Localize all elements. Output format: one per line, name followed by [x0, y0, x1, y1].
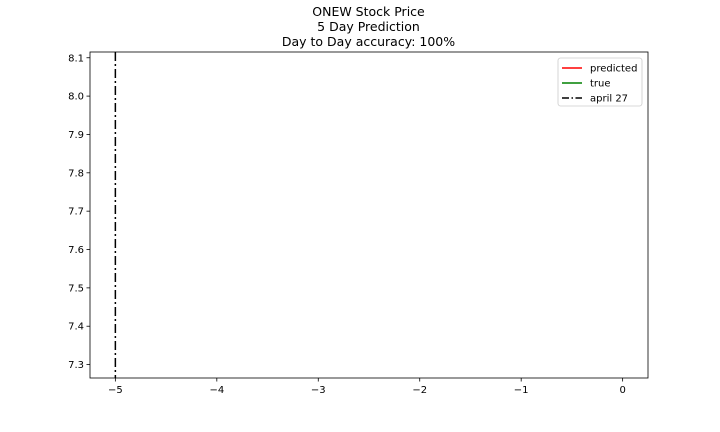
legend-box	[557, 57, 643, 107]
y-tick-label: 7.9	[68, 130, 84, 141]
y-tick-label: 8.0	[68, 92, 84, 103]
y-tick-label: 7.7	[68, 207, 84, 218]
y-tick-label: 7.6	[68, 245, 84, 256]
chart-title: ONEW Stock Price 5 Day Prediction Day to…	[282, 4, 455, 49]
x-tick-label: −5	[108, 385, 123, 396]
y-axis: 7.3 7.4 7.5 7.6 7.7 7.8 7.9 8.0 8.1	[68, 53, 90, 371]
title-line-2: 5 Day Prediction	[317, 19, 420, 34]
x-axis: −5 −4 −3 −2 −1 0	[108, 378, 626, 396]
x-tick-label: −1	[514, 385, 529, 396]
y-tick-label: 7.4	[68, 322, 84, 333]
title-line-3: Day to Day accuracy: 100%	[282, 34, 455, 49]
x-tick-label: 0	[619, 385, 625, 396]
y-tick-label: 7.8	[68, 168, 84, 179]
y-tick-label: 7.5	[68, 283, 84, 294]
legend: predicted true april 27	[557, 57, 643, 107]
legend-label: april 27	[590, 94, 628, 105]
legend-label: predicted	[590, 64, 637, 75]
x-tick-label: −3	[311, 385, 326, 396]
y-tick-label: 8.1	[68, 53, 84, 64]
title-line-1: ONEW Stock Price	[312, 4, 425, 19]
x-tick-label: −4	[209, 385, 224, 396]
legend-label: true	[590, 79, 611, 90]
x-tick-label: −2	[412, 385, 427, 396]
plot-frame	[89, 51, 649, 379]
y-tick-label: 7.3	[68, 360, 84, 371]
